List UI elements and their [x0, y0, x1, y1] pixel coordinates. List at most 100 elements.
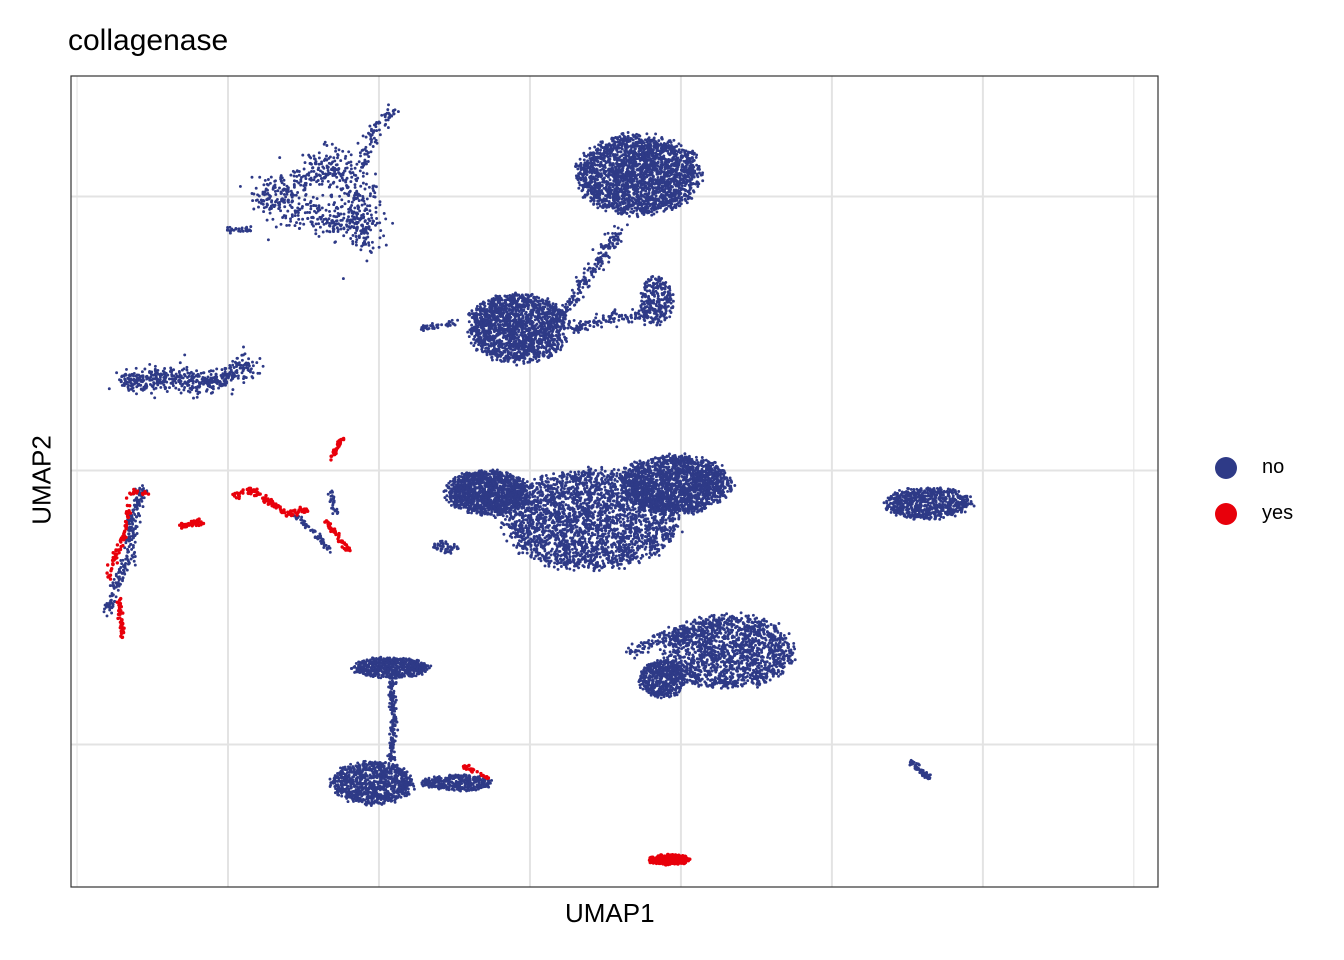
point-no: [629, 204, 633, 208]
point-no: [655, 186, 658, 190]
point-no: [352, 217, 356, 221]
point-no: [353, 206, 357, 210]
point-no: [635, 189, 639, 193]
point-no: [612, 183, 616, 187]
point-no: [296, 191, 300, 194]
point-no: [655, 148, 659, 152]
point-no: [621, 174, 625, 178]
point-no: [312, 204, 316, 207]
point-no: [590, 171, 594, 175]
point-no: [321, 179, 324, 183]
point-no: [634, 141, 638, 144]
point-no: [610, 136, 614, 140]
point-no: [336, 211, 340, 215]
point-no: [375, 217, 379, 220]
point-no: [148, 371, 151, 374]
point-no: [354, 235, 358, 238]
point-no: [554, 333, 558, 337]
point-no: [327, 171, 331, 175]
point-no: [262, 183, 266, 187]
point-no: [314, 228, 318, 232]
point-no: [470, 323, 474, 327]
point-no: [555, 347, 559, 351]
point-no: [604, 204, 608, 208]
point-no: [125, 380, 129, 384]
point-no: [309, 204, 313, 208]
point-no: [372, 184, 376, 188]
point-no: [551, 330, 554, 334]
point-no: [653, 202, 657, 206]
point-no: [513, 348, 517, 351]
point-no: [375, 141, 379, 145]
point-no: [594, 148, 598, 152]
point-no: [292, 174, 296, 178]
point-no: [347, 193, 351, 197]
point-no: [393, 108, 397, 112]
point-no: [657, 184, 661, 188]
point-no: [656, 176, 660, 179]
point-no: [177, 388, 181, 392]
point-no: [526, 332, 530, 336]
point-no: [351, 242, 355, 246]
point-no: [670, 178, 674, 182]
point-no: [230, 392, 234, 396]
point-no: [297, 181, 301, 185]
point-no: [326, 165, 329, 169]
point-no: [178, 361, 182, 365]
point-no: [119, 378, 123, 382]
point-no: [250, 175, 254, 179]
point-no: [345, 224, 349, 228]
point-no: [371, 130, 375, 134]
point-no: [308, 183, 312, 186]
point-no: [611, 148, 615, 152]
point-no: [285, 192, 289, 196]
point-no: [290, 206, 294, 210]
point-no: [660, 195, 664, 199]
point-no: [368, 209, 372, 213]
point-no: [591, 158, 595, 162]
point-no: [636, 181, 640, 184]
point-no: [622, 159, 626, 163]
point-no: [601, 203, 605, 207]
point-no: [293, 224, 297, 228]
point-no: [633, 201, 637, 205]
point-no: [624, 181, 628, 185]
point-no: [661, 180, 665, 184]
point-no: [537, 345, 540, 349]
point-no: [256, 193, 260, 197]
point-no: [662, 157, 666, 160]
point-no: [633, 176, 637, 180]
point-no: [691, 181, 695, 185]
point-no: [273, 183, 277, 187]
point-no: [339, 212, 343, 216]
point-no: [234, 374, 238, 378]
point-no: [616, 205, 620, 209]
point-no: [281, 216, 285, 219]
point-no: [659, 201, 663, 205]
point-no: [254, 186, 258, 190]
point-no: [647, 181, 651, 185]
point-no: [278, 156, 282, 160]
point-no: [341, 277, 345, 281]
point-no: [357, 199, 361, 203]
point-no: [349, 167, 353, 171]
point-no: [495, 358, 499, 362]
point-no: [248, 370, 252, 374]
point-no: [630, 199, 634, 203]
point-no: [469, 341, 473, 345]
point-no: [279, 209, 283, 213]
point-no: [352, 226, 356, 230]
point-no: [171, 384, 175, 388]
point-no: [654, 163, 658, 167]
point-no: [668, 169, 672, 173]
point-no: [262, 210, 266, 214]
point-no: [326, 179, 330, 183]
point-no: [575, 164, 579, 168]
point-no: [656, 172, 660, 176]
point-no: [296, 209, 300, 213]
point-no: [651, 147, 655, 151]
point-no: [646, 147, 650, 151]
point-no: [591, 164, 594, 168]
point-no: [214, 372, 218, 376]
point-no: [663, 203, 667, 207]
